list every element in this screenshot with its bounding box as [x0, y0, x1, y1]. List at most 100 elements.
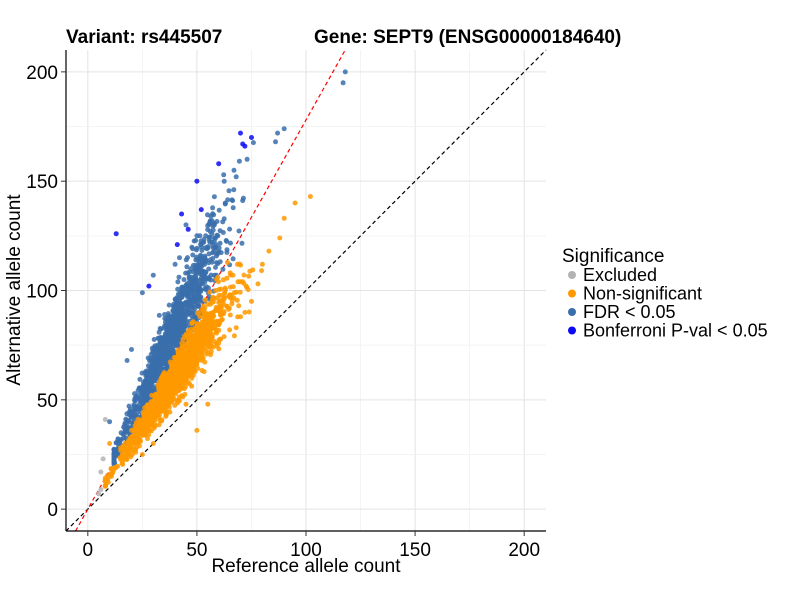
point-non-significant — [208, 313, 214, 319]
point-fdr-0-05 — [123, 416, 129, 422]
point-non-significant — [214, 276, 220, 282]
point-non-significant — [151, 406, 157, 412]
point-non-significant — [161, 371, 167, 377]
point-fdr-0-05 — [196, 291, 202, 297]
x-tick-label: 50 — [186, 540, 207, 561]
point-fdr-0-05 — [236, 228, 242, 234]
point-non-significant — [127, 435, 133, 441]
point-fdr-0-05 — [211, 235, 217, 241]
legend-key-excluded — [568, 271, 576, 279]
point-fdr-0-05 — [112, 460, 118, 466]
point-non-significant — [186, 328, 192, 334]
point-non-significant — [224, 303, 230, 309]
y-tick-label: 200 — [26, 63, 58, 84]
point-fdr-0-05 — [165, 347, 171, 353]
point-non-significant — [227, 327, 233, 333]
point-non-significant — [200, 340, 206, 346]
point-fdr-0-05 — [132, 391, 138, 397]
point-fdr-0-05 — [221, 172, 227, 178]
point-non-significant — [184, 375, 190, 381]
point-non-significant — [229, 298, 235, 303]
point-fdr-0-05 — [273, 139, 278, 145]
legend-key-fdr-0-05 — [568, 308, 576, 316]
legend: Significance ExcludedNon-significantFDR … — [562, 246, 768, 341]
point-non-significant — [134, 432, 140, 437]
point-non-significant — [244, 284, 250, 290]
point-fdr-0-05 — [158, 366, 164, 372]
point-non-significant — [139, 433, 145, 439]
point-fdr-0-05 — [156, 312, 162, 318]
point-non-significant — [175, 364, 181, 370]
point-fdr-0-05 — [224, 238, 230, 244]
point-non-significant — [233, 325, 239, 331]
point-non-significant — [200, 306, 206, 312]
point-non-significant — [238, 314, 243, 320]
legend-key-non-significant — [568, 289, 576, 298]
point-non-significant — [175, 400, 180, 406]
point-bonferroni-p-val-0-05 — [174, 242, 180, 248]
point-fdr-0-05 — [129, 410, 135, 415]
point-non-significant — [156, 396, 162, 402]
point-non-significant — [156, 404, 161, 410]
axes — [61, 50, 546, 536]
point-non-significant — [102, 478, 108, 484]
point-fdr-0-05 — [192, 267, 198, 273]
point-non-significant — [217, 298, 223, 304]
point-non-significant — [228, 292, 234, 298]
point-non-significant — [241, 272, 247, 278]
point-fdr-0-05 — [161, 325, 167, 331]
point-non-significant — [150, 441, 156, 446]
point-non-significant — [108, 471, 114, 477]
point-fdr-0-05 — [206, 266, 212, 272]
point-non-significant — [182, 384, 188, 390]
point-non-significant — [136, 419, 142, 425]
point-non-significant — [213, 306, 219, 312]
y-axis-label: Alternative allele count — [4, 194, 25, 386]
point-non-significant — [259, 261, 265, 267]
point-non-significant — [145, 436, 150, 442]
legend-title: Significance — [562, 246, 664, 267]
point-fdr-0-05 — [173, 300, 179, 306]
point-non-significant — [152, 422, 158, 428]
point-fdr-0-05 — [140, 383, 146, 389]
point-non-significant — [118, 445, 123, 451]
point-non-significant — [196, 327, 202, 333]
point-fdr-0-05 — [217, 240, 223, 246]
point-non-significant — [236, 303, 242, 309]
point-fdr-0-05 — [281, 126, 287, 132]
point-non-significant — [207, 322, 213, 328]
point-fdr-0-05 — [166, 302, 172, 308]
point-non-significant — [159, 386, 165, 392]
point-non-significant — [107, 441, 113, 446]
point-excluded — [100, 456, 106, 462]
point-fdr-0-05 — [121, 435, 127, 441]
point-fdr-0-05 — [107, 419, 113, 425]
point-fdr-0-05 — [207, 228, 213, 234]
point-non-significant — [162, 382, 168, 388]
point-non-significant — [203, 351, 209, 357]
point-fdr-0-05 — [126, 403, 132, 409]
point-fdr-0-05 — [230, 205, 236, 211]
point-fdr-0-05 — [214, 251, 220, 257]
point-fdr-0-05 — [194, 245, 200, 251]
point-non-significant — [194, 351, 200, 357]
point-fdr-0-05 — [124, 411, 130, 417]
point-non-significant — [191, 326, 197, 332]
point-fdr-0-05 — [150, 272, 156, 278]
point-bonferroni-p-val-0-05 — [198, 207, 204, 213]
point-non-significant — [167, 359, 173, 365]
point-fdr-0-05 — [224, 250, 230, 255]
point-non-significant — [237, 279, 243, 285]
point-non-significant — [165, 373, 171, 379]
point-fdr-0-05 — [226, 188, 232, 194]
point-fdr-0-05 — [192, 305, 198, 311]
legend-key-bonferroni-p-val-0-05 — [568, 326, 576, 335]
point-fdr-0-05 — [197, 253, 203, 258]
point-fdr-0-05 — [231, 187, 237, 193]
point-non-significant — [205, 301, 211, 307]
y-tick-label: 100 — [26, 282, 58, 303]
point-non-significant — [209, 299, 215, 305]
point-fdr-0-05 — [122, 422, 128, 428]
point-fdr-0-05 — [183, 222, 189, 228]
point-fdr-0-05 — [174, 295, 180, 301]
